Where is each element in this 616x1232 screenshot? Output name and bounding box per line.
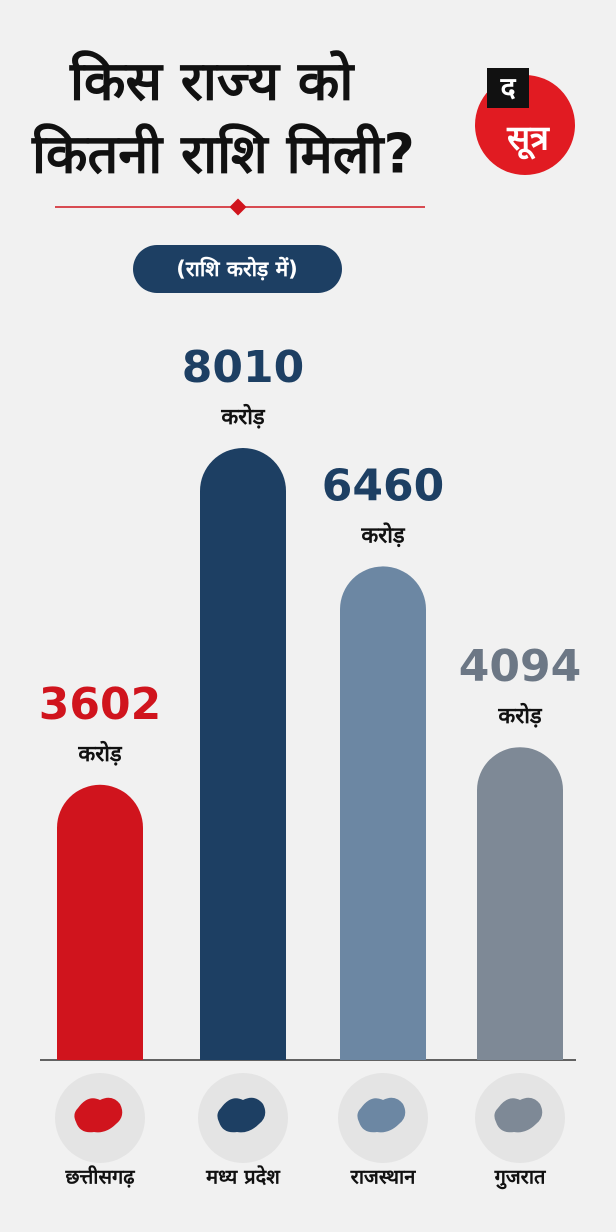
- category-label: मध्य प्रदेश: [205, 1165, 281, 1189]
- logo-main: सूत्र: [506, 119, 550, 161]
- value-label: 3602: [39, 679, 161, 730]
- state-map: [217, 1097, 266, 1133]
- state-map: [74, 1097, 123, 1133]
- title-line: किस राज्य को: [69, 50, 355, 113]
- subtitle: (राशि करोड़ में): [176, 256, 298, 281]
- category-label: छत्तीसगढ़: [64, 1165, 135, 1189]
- logo: द सूत्र: [475, 68, 575, 175]
- category-label: राजस्थान: [350, 1165, 417, 1189]
- logo-box: [487, 68, 529, 108]
- bar: [340, 566, 426, 1060]
- title-line: कितनी राशि मिली?: [31, 123, 415, 186]
- value-label: 6460: [322, 460, 444, 511]
- value-label: 4094: [459, 641, 581, 692]
- unit-label: करोड़: [360, 521, 406, 548]
- value-label: 8010: [182, 342, 304, 393]
- bar: [57, 784, 143, 1060]
- divider-diamond: [229, 198, 247, 216]
- unit-label: करोड़: [77, 740, 123, 767]
- subtitle-pill: [133, 245, 342, 293]
- unit-label: करोड़: [220, 403, 266, 430]
- state-map: [494, 1097, 543, 1133]
- state-map: [357, 1097, 406, 1133]
- bar: [477, 747, 563, 1060]
- unit-label: करोड़: [497, 702, 543, 729]
- category-label: गुजरात: [494, 1165, 547, 1190]
- bar: [200, 448, 286, 1060]
- logo-top: द: [500, 71, 517, 104]
